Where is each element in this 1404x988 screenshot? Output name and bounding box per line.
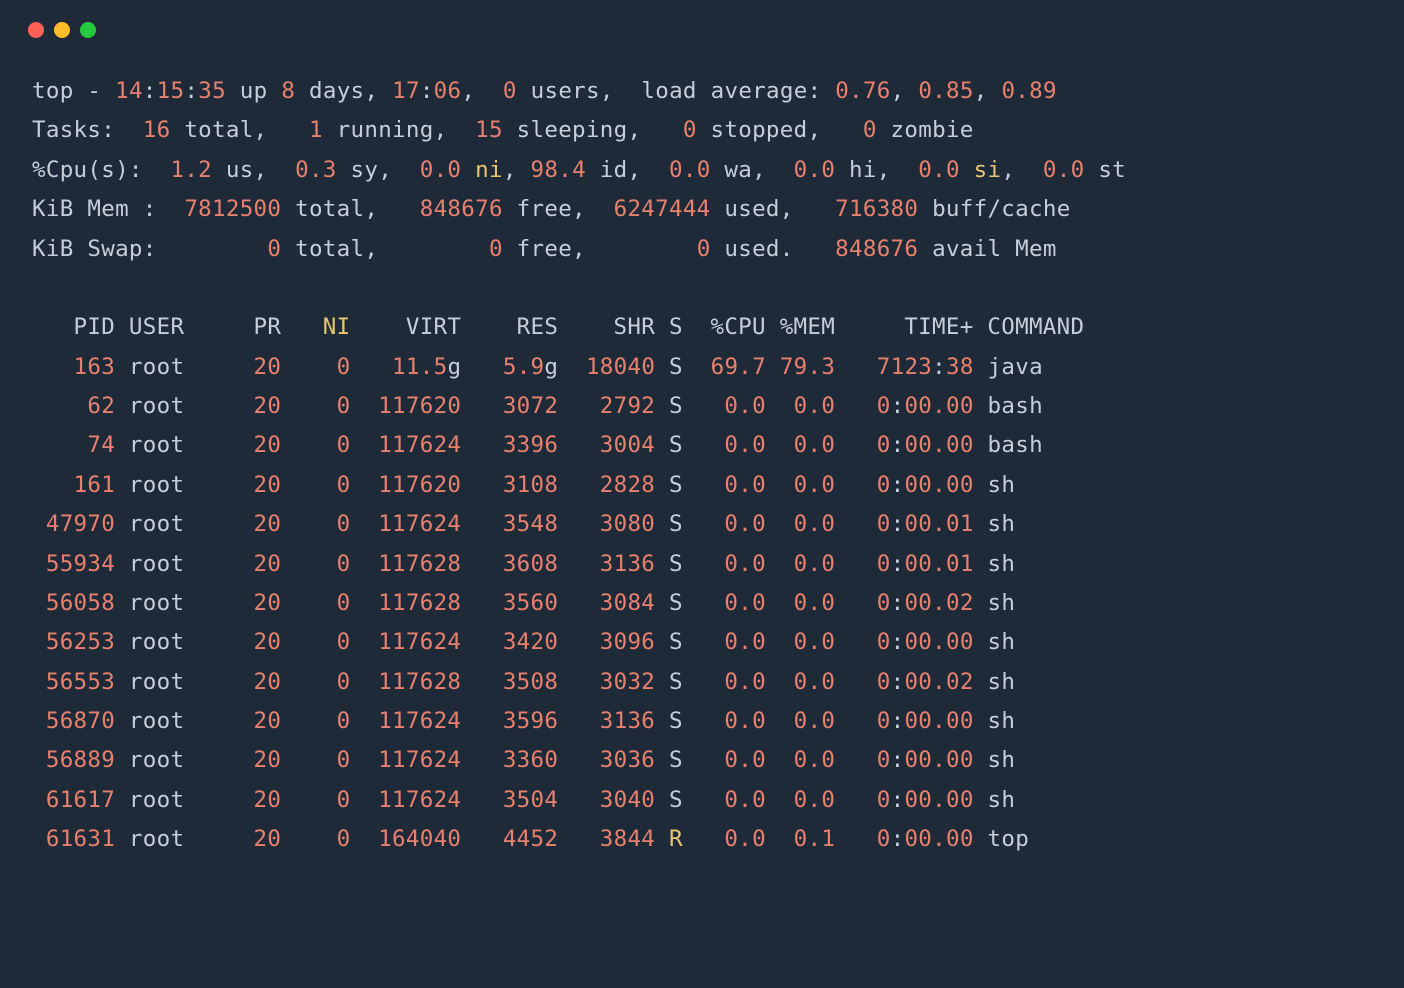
minimize-icon[interactable] — [54, 22, 70, 38]
table-row: 61631 root 20 0 164040 4452 3844 R 0.0 0… — [32, 820, 1372, 859]
summary-line-tasks: Tasks: 16 total, 1 running, 15 sleeping,… — [32, 111, 1372, 150]
blank-line — [32, 269, 1372, 308]
summary-line-cpu: %Cpu(s): 1.2 us, 0.3 sy, 0.0 ni, 98.4 id… — [32, 151, 1372, 190]
table-row: 74 root 20 0 117624 3396 3004 S 0.0 0.0 … — [32, 426, 1372, 465]
close-icon[interactable] — [28, 22, 44, 38]
table-row: 161 root 20 0 117620 3108 2828 S 0.0 0.0… — [32, 466, 1372, 505]
summary-line-swap: KiB Swap: 0 total, 0 free, 0 used. 84867… — [32, 230, 1372, 269]
table-row: 61617 root 20 0 117624 3504 3040 S 0.0 0… — [32, 781, 1372, 820]
table-row: 56553 root 20 0 117628 3508 3032 S 0.0 0… — [32, 663, 1372, 702]
titlebar — [0, 0, 1404, 52]
table-row: 56889 root 20 0 117624 3360 3036 S 0.0 0… — [32, 741, 1372, 780]
summary-line-mem: KiB Mem : 7812500 total, 848676 free, 62… — [32, 190, 1372, 229]
summary-line-top: top - 14:15:35 up 8 days, 17:06, 0 users… — [32, 72, 1372, 111]
terminal-window: top - 14:15:35 up 8 days, 17:06, 0 users… — [0, 0, 1404, 988]
terminal-output: top - 14:15:35 up 8 days, 17:06, 0 users… — [0, 52, 1404, 892]
table-row: 47970 root 20 0 117624 3548 3080 S 0.0 0… — [32, 505, 1372, 544]
table-row: 163 root 20 0 11.5g 5.9g 18040 S 69.7 79… — [32, 348, 1372, 387]
table-row: 56058 root 20 0 117628 3560 3084 S 0.0 0… — [32, 584, 1372, 623]
table-row: 56870 root 20 0 117624 3596 3136 S 0.0 0… — [32, 702, 1372, 741]
table-row: 56253 root 20 0 117624 3420 3096 S 0.0 0… — [32, 623, 1372, 662]
table-row: 62 root 20 0 117620 3072 2792 S 0.0 0.0 … — [32, 387, 1372, 426]
maximize-icon[interactable] — [80, 22, 96, 38]
table-row: 55934 root 20 0 117628 3608 3136 S 0.0 0… — [32, 545, 1372, 584]
table-header: PID USER PR NI VIRT RES SHR S %CPU %MEM … — [32, 308, 1372, 347]
